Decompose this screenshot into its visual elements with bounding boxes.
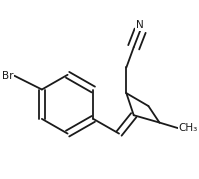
Text: CH₃: CH₃	[179, 123, 198, 133]
Text: N: N	[136, 20, 144, 30]
Text: Br: Br	[2, 71, 13, 81]
